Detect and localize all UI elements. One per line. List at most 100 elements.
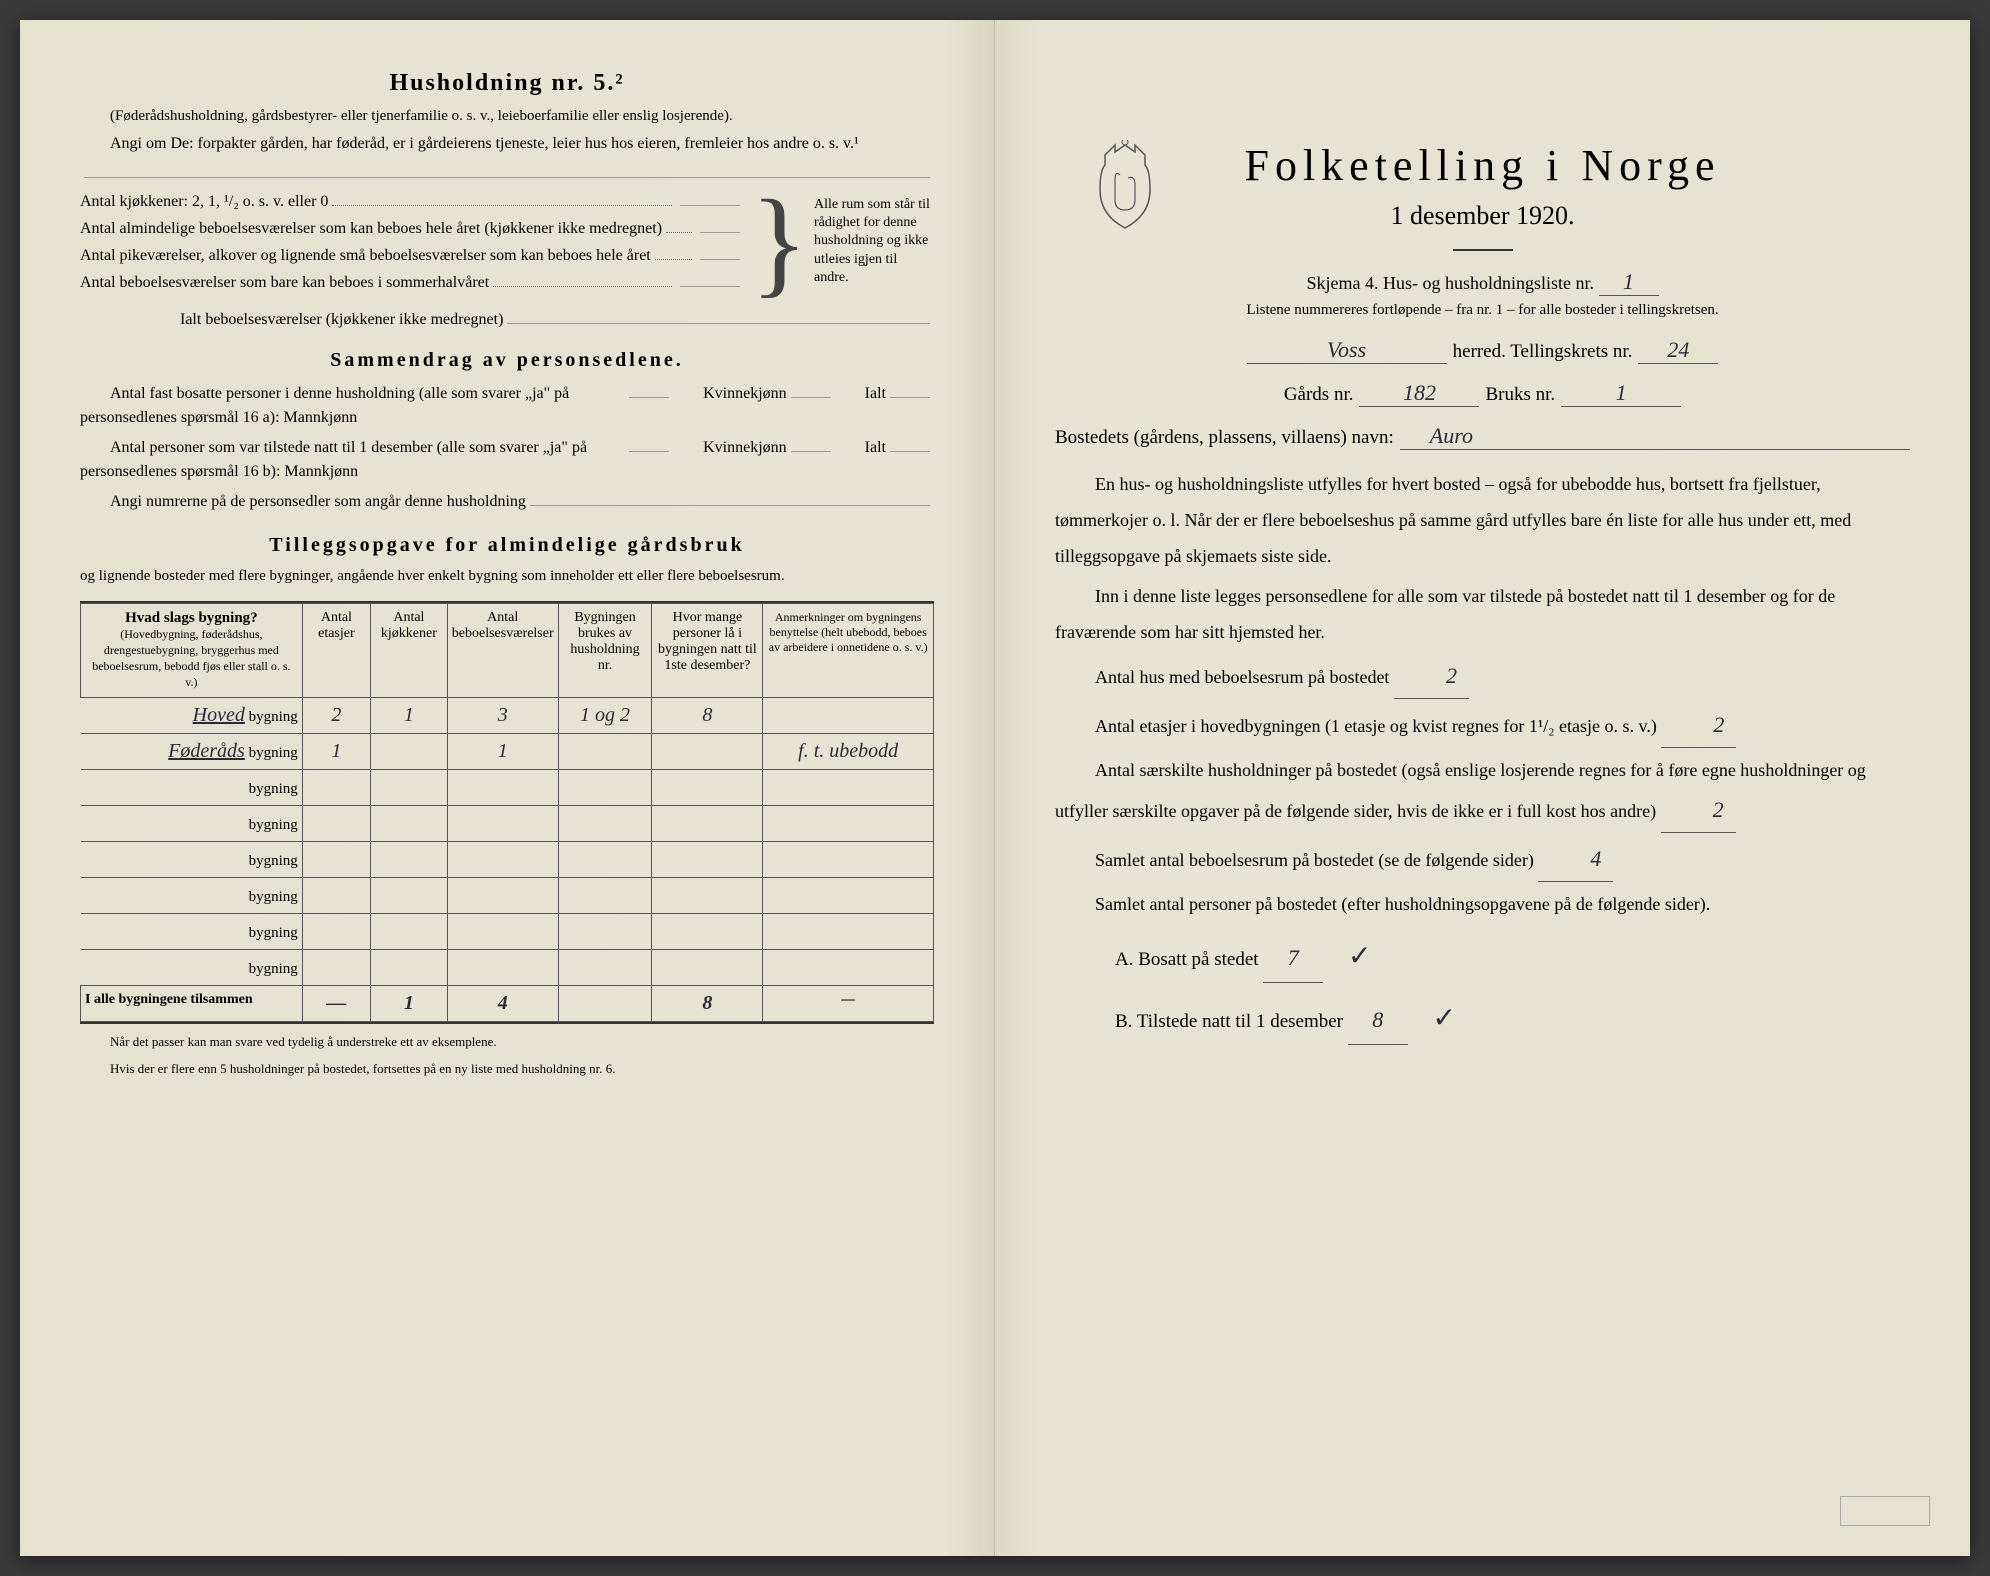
cell-c7	[763, 878, 934, 914]
cell-c7: f. t. ubebodd	[763, 734, 934, 770]
kitchens-label: Antal kjøkkener: 2, 1, ¹/₂ o. s. v. elle…	[80, 193, 328, 211]
th-5: Bygningen brukes av husholdning nr.	[558, 604, 652, 698]
para-1: En hus- og husholdningsliste utfylles fo…	[1055, 466, 1910, 574]
cell-c2	[302, 842, 370, 878]
th-4: Antal beboelsesværelser	[447, 604, 558, 698]
cell-c4	[447, 950, 558, 986]
bruks-label: Bruks nr.	[1485, 384, 1555, 406]
q2-label: Antal etasjer i hovedbygningen (1 etasje…	[1095, 716, 1657, 736]
cell-c6	[652, 950, 763, 986]
q1-label: Antal hus med beboelsesrum på bostedet	[1095, 667, 1389, 687]
rooms-1: Antal almindelige beboelsesværelser som …	[80, 220, 662, 238]
totals-c2: —	[302, 986, 370, 1022]
cell-c6	[652, 806, 763, 842]
cell-c2: 1	[302, 734, 370, 770]
cell-c3: 1	[371, 698, 448, 734]
para-2: Inn i denne liste legges personsedlene f…	[1055, 578, 1910, 650]
qA-label: A. Bosatt på stedet	[1115, 949, 1259, 970]
footnote-2: Hvis der er flere enn 5 husholdninger på…	[80, 1061, 934, 1078]
skjema-nr: 1	[1599, 269, 1659, 296]
page-left: Husholdning nr. 5.² (Føderådshusholdning…	[20, 20, 995, 1556]
household-heading: Husholdning nr. 5.²	[80, 70, 934, 97]
ialt-label: Ialt beboelsesværelser (kjøkkener ikke m…	[180, 311, 503, 329]
cell-c2	[302, 806, 370, 842]
cell-c6	[652, 914, 763, 950]
buildings-table: Hvad slags bygning?(Hovedbygning, føderå…	[80, 601, 934, 1024]
cell-c3	[371, 950, 448, 986]
table-row: bygning	[81, 842, 934, 878]
cell-c4	[447, 878, 558, 914]
samm-2: Antal personer som var tilstede natt til…	[80, 436, 625, 484]
cell-c2	[302, 914, 370, 950]
totals-c3: 1	[371, 986, 448, 1022]
cell-c2	[302, 770, 370, 806]
cell-c3	[371, 878, 448, 914]
tillegg-sub: og lignende bosteder med flere bygninger…	[80, 565, 934, 588]
samm-3: Angi numrerne på de personsedler som ang…	[80, 490, 526, 514]
cell-c3	[371, 770, 448, 806]
brace-text: Alle rum som står til rådighet for denne…	[814, 196, 934, 287]
rooms-2: Antal pikeværelser, alkover og lignende …	[80, 247, 651, 265]
gards-nr: 182	[1359, 380, 1479, 407]
cell-c7	[763, 842, 934, 878]
skjema-label: Skjema 4. Hus- og husholdningsliste nr.	[1307, 273, 1595, 293]
page-right: Folketelling i Norge 1 desember 1920. Sk…	[995, 20, 1970, 1556]
q1-value: 2	[1394, 654, 1469, 699]
cell-c5	[558, 878, 652, 914]
row-building-label: Hoved bygning	[81, 698, 303, 734]
herred-label: herred. Tellingskrets nr.	[1453, 341, 1633, 363]
checkmark-icon: ✓	[1433, 1003, 1456, 1034]
intro-1: (Føderådshusholdning, gårdsbestyrer- ell…	[80, 105, 934, 128]
q3-label: Antal særskilte husholdninger på bostede…	[1055, 760, 1866, 821]
cell-c7	[763, 806, 934, 842]
qB-value: 8	[1348, 996, 1408, 1045]
tellingskrets-nr: 24	[1638, 337, 1718, 364]
th-7: Anmerkninger om bygningens benyttelse (h…	[763, 604, 934, 698]
bosted-navn: Auro	[1400, 423, 1910, 450]
cell-c6	[652, 842, 763, 878]
th-2: Antal etasjer	[302, 604, 370, 698]
th-1-sub: (Hovedbygning, føderådshus, drengestueby…	[92, 627, 290, 689]
coat-of-arms-icon	[1090, 140, 1160, 230]
totals-c4: 4	[447, 986, 558, 1022]
cell-c4: 1	[447, 734, 558, 770]
herred-value: Voss	[1247, 337, 1447, 364]
printer-stamp	[1840, 1496, 1930, 1526]
cell-c3	[371, 914, 448, 950]
cell-c5	[558, 842, 652, 878]
cell-c5: 1 og 2	[558, 698, 652, 734]
cell-c7	[763, 698, 934, 734]
sammendrag-heading: Sammendrag av personsedlene.	[80, 349, 934, 372]
bruks-nr: 1	[1561, 380, 1681, 407]
q3-value: 2	[1661, 788, 1736, 833]
cell-c3	[371, 842, 448, 878]
qA-value: 7	[1263, 934, 1323, 983]
th-1-title: Hvad slags bygning?	[125, 610, 258, 626]
cell-c2	[302, 878, 370, 914]
cell-c2	[302, 950, 370, 986]
main-title: Folketelling i Norge	[1055, 140, 1910, 191]
cell-c5	[558, 770, 652, 806]
table-row: bygning	[81, 806, 934, 842]
row-building-label: bygning	[81, 770, 303, 806]
tillegg-heading: Tilleggsopgave for almindelige gårdsbruk	[80, 534, 934, 557]
bosted-label: Bostedets (gårdens, plassens, villaens) …	[1055, 427, 1394, 449]
rooms-brace-block: Antal kjøkkener: 2, 1, ¹/₂ o. s. v. elle…	[80, 188, 934, 296]
checkmark-icon: ✓	[1348, 941, 1371, 972]
cell-c7	[763, 914, 934, 950]
th-3: Antal kjøkkener	[371, 604, 448, 698]
th-6: Hvor mange personer lå i bygningen natt …	[652, 604, 763, 698]
cell-c5	[558, 734, 652, 770]
rooms-3: Antal beboelsesværelser som bare kan beb…	[80, 274, 489, 292]
cell-c7	[763, 950, 934, 986]
gards-label: Gårds nr.	[1284, 384, 1354, 406]
census-document: Husholdning nr. 5.² (Føderådshusholdning…	[20, 20, 1970, 1556]
cell-c7	[763, 770, 934, 806]
cell-c5	[558, 806, 652, 842]
intro-2: Angi om De: forpakter gården, har føderå…	[80, 132, 934, 156]
title-rule	[1453, 249, 1513, 251]
cell-c3	[371, 734, 448, 770]
footnote-1: Når det passer kan man svare ved tydelig…	[80, 1034, 934, 1051]
cell-c4	[447, 806, 558, 842]
row-building-label: bygning	[81, 950, 303, 986]
